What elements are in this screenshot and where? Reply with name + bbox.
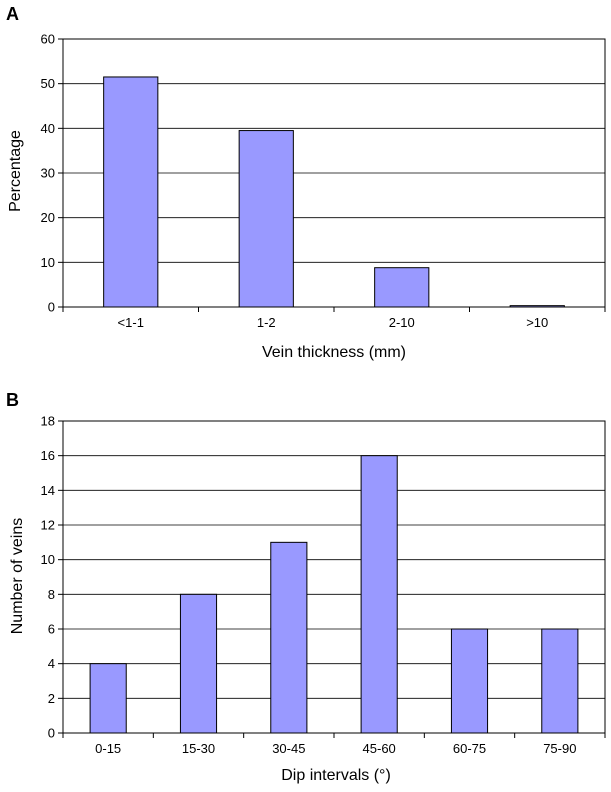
y-tick-label-b: 12	[41, 518, 55, 533]
x-tick-label-b: 45-60	[363, 741, 396, 756]
bar-b-5	[541, 628, 579, 734]
bar-b-4	[450, 628, 489, 734]
bar-b-1	[179, 593, 218, 734]
y-tick-label-b: 16	[41, 448, 55, 463]
y-axis-label-b: Number of veins	[9, 518, 26, 635]
bar-b-0	[89, 663, 127, 734]
y-tick-label-a: 20	[41, 210, 55, 225]
x-axis-label-b: Dip intervals (°)	[281, 767, 391, 784]
bars-a	[103, 76, 565, 308]
y-tick-label-b: 10	[41, 552, 55, 567]
x-ticks-a: <1-1 1-2 2-10 >10	[62, 307, 606, 330]
chart-a: A 0 10 20 30 40 50 60 <1-1 1-2 2-10 >10 Percentag…	[6, 4, 606, 361]
bar-b-3	[360, 455, 398, 734]
y-tick-label-a: 50	[41, 76, 55, 91]
x-tick-label-a: <1-1	[118, 315, 144, 330]
y-tick-label-b: 14	[41, 483, 55, 498]
bar-a-0	[103, 76, 159, 308]
x-axis-label-a: Vein thickness (mm)	[262, 344, 406, 361]
x-tick-label-b: 15-30	[182, 741, 215, 756]
bar-a-1	[238, 130, 294, 308]
y-tick-label-b: 4	[48, 656, 55, 671]
chart-b: B 0 2 4 6 8 10 12 14 16 18 0-15 15-30 30-45 45-60 60-…	[6, 390, 606, 784]
x-tick-label-b: 30-45	[272, 741, 305, 756]
x-ticks-b: 0-15 15-30 30-45 45-60 60-75 75-90	[62, 733, 606, 756]
y-tick-label-b: 0	[48, 726, 55, 741]
y-tick-label-a: 30	[41, 166, 55, 181]
plot-area-b	[62, 420, 606, 734]
x-tick-label-b: 60-75	[453, 741, 486, 756]
gridlines-b	[63, 455, 605, 699]
panel-label-b: B	[6, 390, 19, 410]
x-tick-label-a: 1-2	[257, 315, 276, 330]
bars-b	[89, 455, 579, 734]
y-tick-label-b: 2	[48, 691, 55, 706]
x-tick-label-b: 75-90	[543, 741, 576, 756]
y-ticks-a: 0 10 20 30 40 50 60	[41, 32, 63, 315]
bar-a-3	[509, 305, 565, 308]
x-tick-label-a: >10	[526, 315, 548, 330]
y-tick-label-a: 0	[48, 300, 55, 315]
y-axis-label-a: Percentage	[7, 130, 24, 212]
y-tick-label-b: 18	[41, 414, 55, 429]
y-tick-label-b: 8	[48, 587, 55, 602]
x-tick-label-b: 0-15	[95, 741, 121, 756]
y-tick-label-a: 40	[41, 121, 55, 136]
bar-b-2	[270, 541, 308, 734]
y-tick-label-b: 6	[48, 622, 55, 637]
y-tick-label-a: 60	[41, 32, 55, 47]
x-tick-label-a: 2-10	[389, 315, 415, 330]
y-ticks-b: 0 2 4 6 8 10 12 14 16 18	[41, 414, 63, 741]
y-tick-label-a: 10	[41, 255, 55, 270]
bar-a-2	[374, 267, 430, 308]
panel-label-a: A	[6, 4, 19, 24]
